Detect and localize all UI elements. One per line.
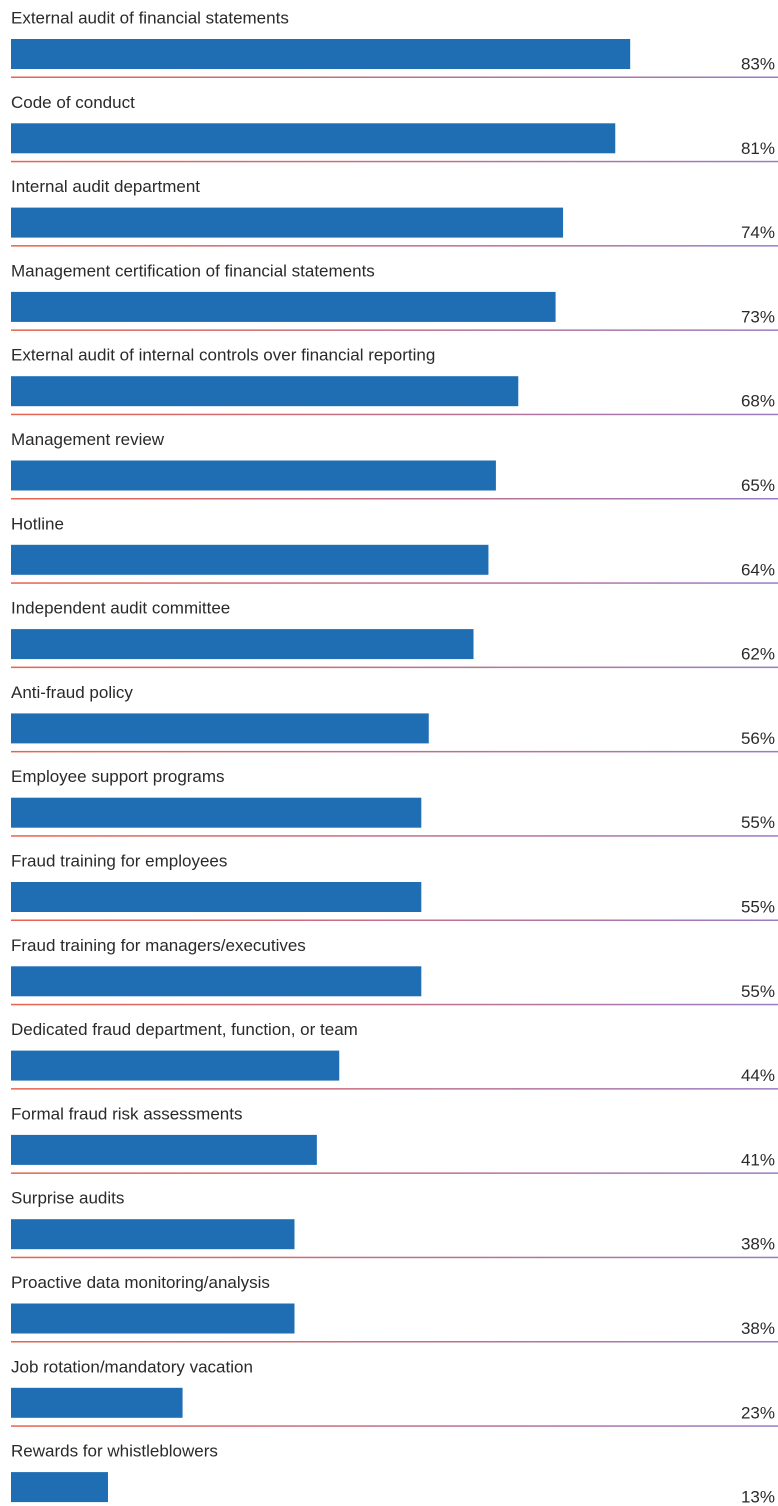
- separator: [11, 1341, 778, 1343]
- separator: [11, 245, 778, 247]
- bar: [11, 39, 631, 69]
- separator: [11, 666, 778, 669]
- separator: [11, 1088, 778, 1090]
- bar: [11, 291, 556, 322]
- value-label: 65%: [741, 476, 775, 495]
- category-label: Formal fraud risk assessments: [11, 1104, 242, 1123]
- bar: [11, 1387, 183, 1418]
- bar: [11, 1050, 340, 1081]
- separator: [11, 1172, 778, 1174]
- category-label: Hotline: [11, 514, 64, 533]
- value-label: 23%: [741, 1403, 775, 1422]
- category-label: External audit of financial statements: [11, 8, 289, 27]
- bar: [11, 1303, 295, 1334]
- bar: [11, 123, 616, 154]
- category-label: Management review: [11, 430, 165, 449]
- value-label: 62%: [741, 645, 775, 664]
- bar: [11, 1472, 108, 1503]
- bar: [11, 882, 422, 912]
- value-label: 55%: [741, 813, 775, 832]
- separator: [11, 1425, 778, 1427]
- bar: [11, 1134, 317, 1165]
- value-label: 38%: [741, 1235, 775, 1254]
- category-label: Proactive data monitoring/analysis: [11, 1273, 270, 1292]
- separator: [11, 750, 778, 753]
- separator: [11, 329, 778, 331]
- category-label: Independent audit committee: [11, 599, 230, 618]
- bar: [11, 376, 519, 407]
- category-label: Fraud training for employees: [11, 851, 227, 870]
- separator: [11, 498, 778, 500]
- value-label: 44%: [741, 1066, 775, 1085]
- value-label: 38%: [741, 1319, 775, 1338]
- separator: [11, 582, 778, 584]
- separator: [11, 835, 778, 837]
- value-label: 68%: [741, 392, 775, 411]
- bar: [11, 207, 564, 238]
- category-label: Management certification of financial st…: [11, 261, 375, 280]
- bar: [11, 544, 489, 575]
- category-label: Fraud training for managers/executives: [11, 936, 306, 955]
- separator: [11, 76, 778, 78]
- category-label: Job rotation/mandatory vacation: [11, 1357, 253, 1376]
- bar: [11, 797, 422, 828]
- category-label: Dedicated fraud department, function, or…: [11, 1020, 358, 1039]
- category-label: Surprise audits: [11, 1189, 124, 1208]
- value-label: 74%: [741, 223, 775, 242]
- category-label: External audit of internal controls over…: [11, 346, 435, 365]
- category-label: Code of conduct: [11, 93, 135, 112]
- value-label: 13%: [741, 1488, 775, 1506]
- value-label: 83%: [741, 54, 775, 73]
- category-label: Anti-fraud policy: [11, 683, 133, 702]
- value-label: 56%: [741, 729, 775, 748]
- bar: [11, 629, 474, 660]
- value-label: 73%: [741, 307, 775, 326]
- value-label: 55%: [741, 982, 775, 1001]
- value-label: 55%: [741, 897, 775, 916]
- bar: [11, 713, 429, 744]
- separator: [11, 919, 778, 921]
- category-label: Rewards for whistleblowers: [11, 1442, 218, 1461]
- value-label: 81%: [741, 139, 775, 158]
- separator: [11, 1256, 778, 1259]
- bar: [11, 460, 496, 491]
- bar: [11, 966, 422, 997]
- separator: [11, 1003, 778, 1006]
- separator: [11, 160, 778, 163]
- category-label: Internal audit department: [11, 177, 200, 196]
- bar: [11, 1219, 295, 1250]
- value-label: 64%: [741, 560, 775, 579]
- separator: [11, 413, 778, 416]
- category-label: Employee support programs: [11, 767, 225, 786]
- value-label: 41%: [741, 1150, 775, 1169]
